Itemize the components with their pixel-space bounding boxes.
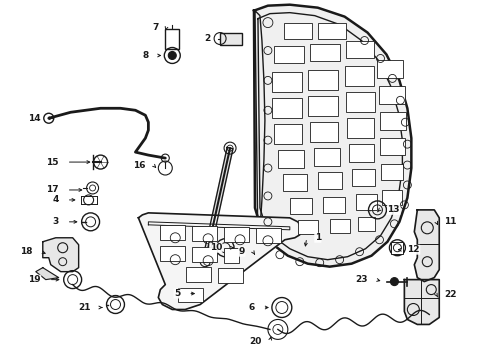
Text: 1: 1	[314, 233, 320, 242]
Bar	[218, 268, 243, 283]
Bar	[380, 112, 406, 130]
Polygon shape	[253, 5, 410, 267]
Text: 14: 14	[28, 114, 41, 123]
Bar	[355, 194, 377, 210]
Bar	[309, 122, 337, 142]
Polygon shape	[36, 268, 59, 280]
Text: 11: 11	[443, 217, 456, 226]
Text: 8: 8	[142, 51, 148, 60]
Text: 15: 15	[46, 158, 59, 167]
Bar	[165, 28, 179, 49]
Text: 13: 13	[386, 206, 399, 215]
Text: 2: 2	[203, 34, 210, 43]
Text: 9: 9	[238, 247, 244, 256]
Text: 21: 21	[78, 303, 90, 312]
Text: 23: 23	[354, 275, 367, 284]
Bar	[307, 96, 337, 116]
Text: 16: 16	[133, 161, 145, 170]
Bar	[317, 23, 345, 39]
Bar	[160, 246, 185, 261]
Polygon shape	[42, 238, 79, 272]
Bar	[271, 98, 301, 118]
Circle shape	[389, 278, 398, 285]
Bar	[329, 219, 349, 233]
Text: 17: 17	[46, 185, 59, 194]
Polygon shape	[404, 280, 438, 324]
Polygon shape	[138, 213, 301, 310]
Bar	[379, 86, 405, 104]
Text: 12: 12	[407, 245, 419, 254]
Text: 5: 5	[174, 289, 180, 298]
Bar	[289, 198, 311, 214]
Bar	[380, 138, 405, 155]
Text: 22: 22	[443, 290, 456, 299]
Bar	[186, 267, 211, 282]
Text: 19: 19	[28, 275, 41, 284]
Bar	[322, 197, 344, 213]
Bar	[344, 67, 374, 86]
Text: 10: 10	[209, 243, 222, 252]
Polygon shape	[202, 148, 232, 262]
Bar	[345, 41, 373, 58]
Text: 4: 4	[52, 195, 59, 204]
Bar	[377, 60, 403, 78]
Bar	[309, 44, 339, 62]
Text: 20: 20	[249, 337, 262, 346]
Bar	[224, 248, 239, 263]
Bar	[313, 148, 339, 166]
Bar	[357, 217, 375, 231]
Circle shape	[168, 51, 176, 59]
Bar	[390, 242, 403, 254]
Text: 6: 6	[248, 303, 254, 312]
Bar	[271, 72, 301, 92]
Bar	[224, 227, 248, 242]
Bar	[273, 124, 301, 144]
Bar	[273, 45, 303, 63]
Bar	[282, 174, 306, 191]
Bar	[351, 169, 375, 186]
Polygon shape	[413, 210, 438, 282]
Text: 18: 18	[20, 247, 33, 256]
Bar	[277, 150, 303, 168]
Text: 7: 7	[152, 23, 158, 32]
Bar	[255, 228, 280, 243]
Bar	[317, 172, 341, 189]
Bar	[348, 144, 374, 162]
Bar	[220, 32, 242, 45]
Bar	[345, 92, 375, 112]
Text: 3: 3	[52, 217, 59, 226]
Bar	[297, 220, 317, 234]
Bar	[192, 247, 217, 262]
Bar	[192, 226, 217, 241]
Bar	[382, 190, 402, 205]
Bar	[307, 71, 337, 90]
Bar	[283, 23, 311, 39]
Bar	[178, 288, 203, 302]
Bar	[346, 118, 374, 138]
Bar	[381, 164, 403, 180]
Bar	[160, 225, 185, 240]
